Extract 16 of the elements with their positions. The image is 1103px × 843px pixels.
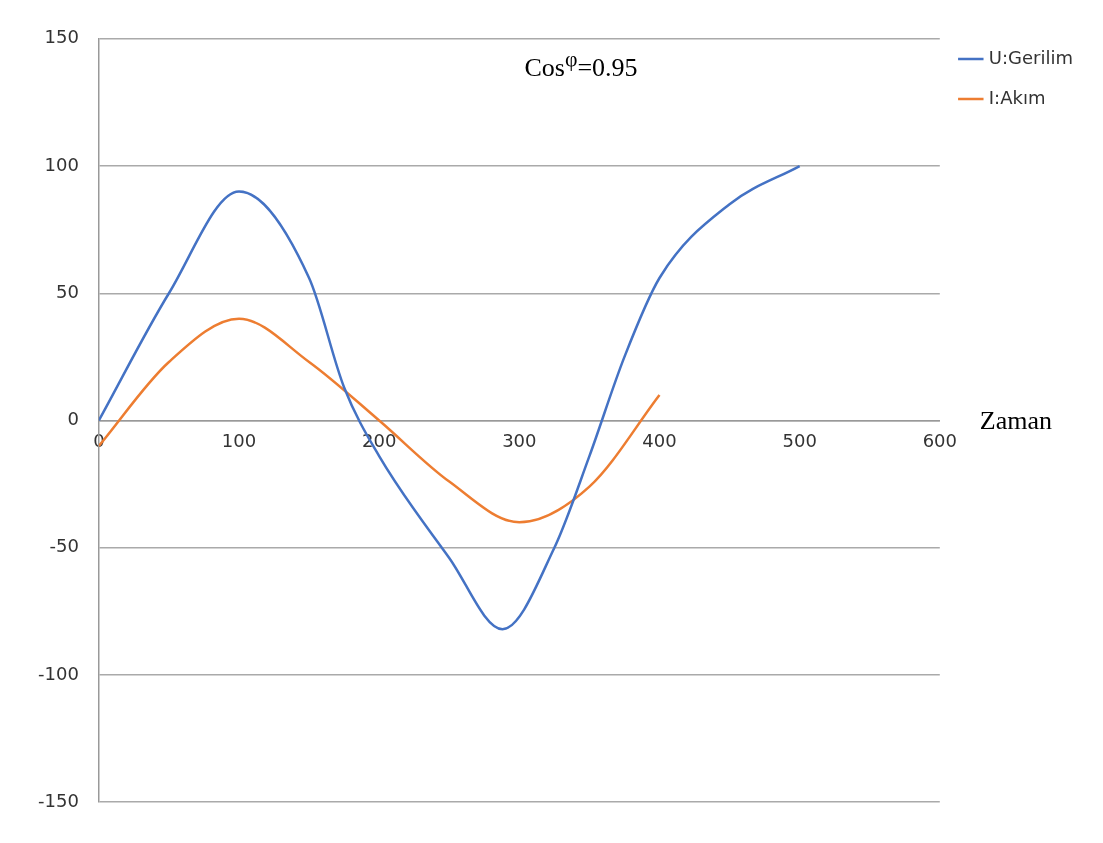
x-tick-label: 100 (221, 429, 257, 451)
x-tick-label: 300 (502, 429, 537, 451)
legend-label: I:Akım (988, 86, 1046, 108)
chart-title: Cos$^{φ}$=0.95 (496, 42, 666, 85)
x-axis-title: Zaman (979, 406, 1052, 436)
y-tick-label: -50 (49, 535, 79, 557)
y-tick-label: -150 (37, 789, 79, 811)
y-tick-label: -100 (37, 662, 79, 684)
y-tick-label: 150 (44, 26, 79, 48)
x-tick-label: 400 (642, 429, 677, 451)
x-tick-label: 600 (922, 429, 957, 451)
y-tick-label: 50 (55, 280, 79, 302)
y-tick-label: 100 (44, 153, 79, 175)
y-tick-label: 0 (67, 408, 79, 430)
x-tick-label: 500 (782, 429, 817, 451)
legend-label: U:Gerilim (988, 46, 1073, 68)
